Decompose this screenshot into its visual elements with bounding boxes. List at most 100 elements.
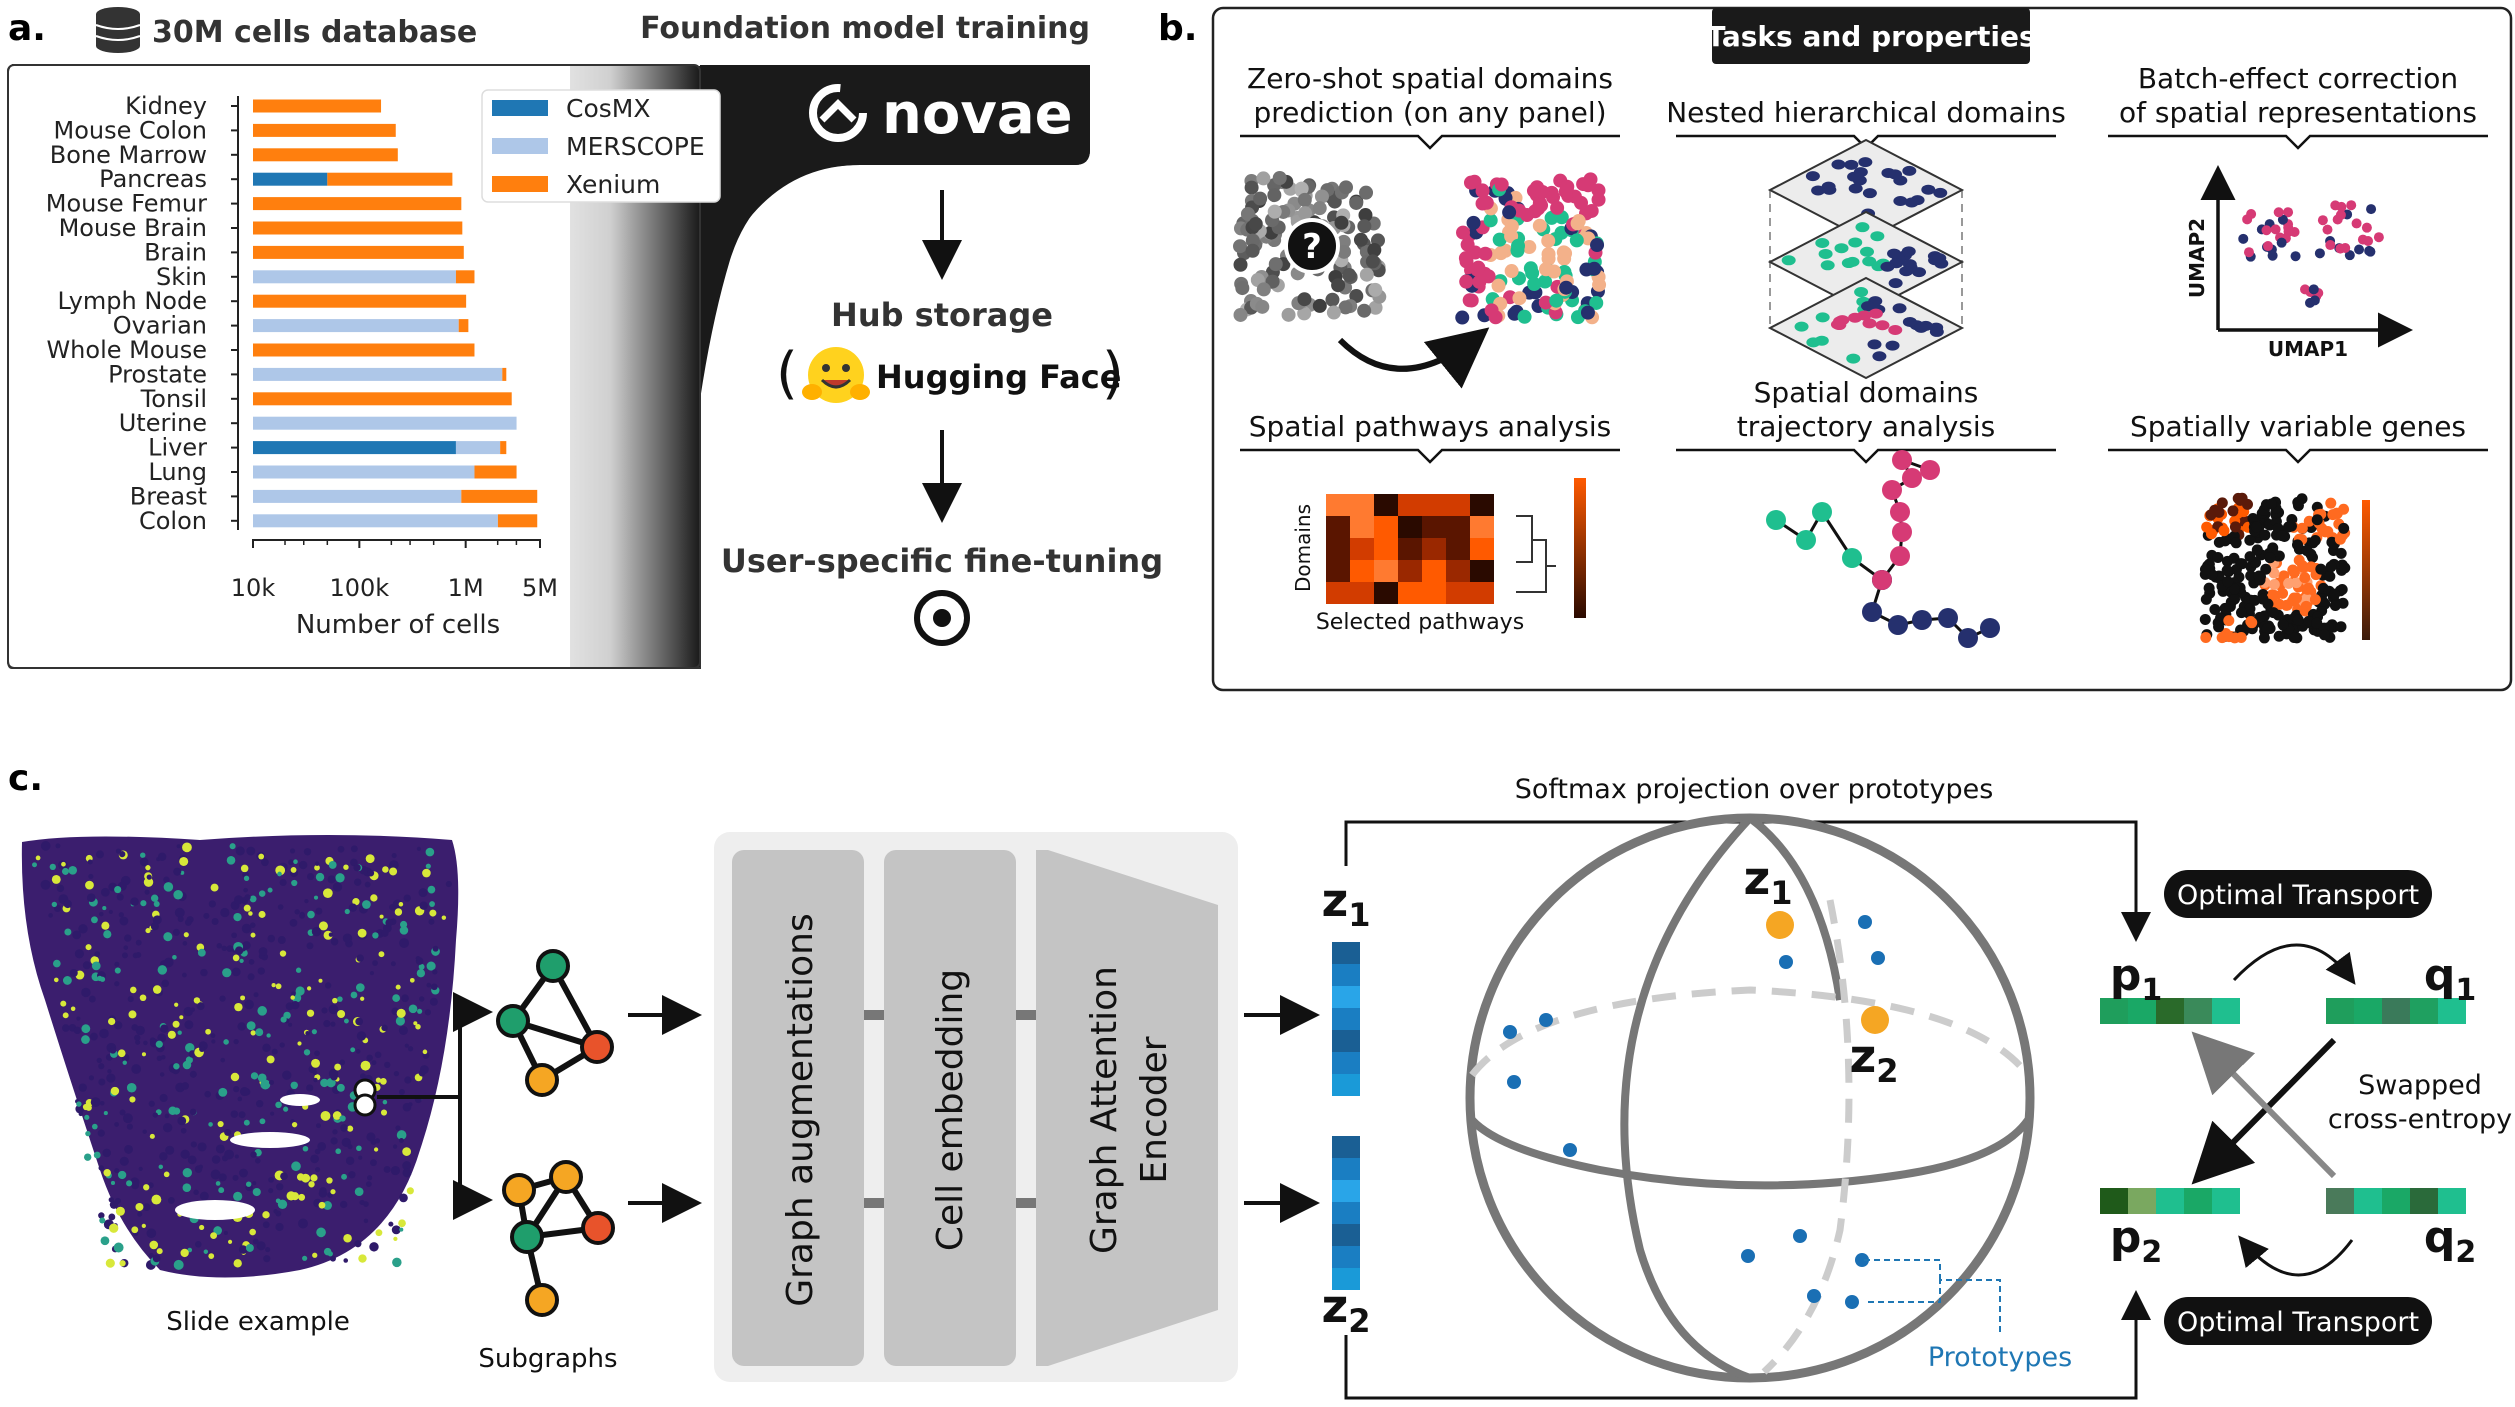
category-label: Mouse Colon	[53, 116, 207, 144]
slide-texture-dot	[197, 948, 206, 957]
slide-texture-dot	[291, 1161, 301, 1172]
slide-texture-dot	[350, 858, 358, 867]
slide-texture-dot	[315, 1167, 321, 1173]
gene-cell	[2283, 577, 2295, 589]
layer-cell	[1888, 278, 1903, 289]
slide-texture-dot	[295, 967, 302, 973]
slide-texture-dot	[343, 1258, 349, 1263]
p1-vector-cell	[2128, 998, 2156, 1024]
slide-texture-dot	[118, 912, 124, 918]
slide-texture-dot	[134, 1034, 141, 1041]
gene-cell	[2244, 603, 2256, 615]
slide-texture-dot	[418, 888, 428, 898]
umap-point	[2304, 297, 2315, 308]
slide-texture-dot	[155, 1040, 163, 1048]
category-label: Brain	[144, 238, 207, 266]
trajectory-node	[1892, 450, 1912, 470]
p1-vector-cell	[2156, 998, 2184, 1024]
slide-texture-dot	[86, 893, 96, 903]
slide-texture-dot	[398, 1219, 406, 1228]
slide-texture-dot	[113, 1242, 124, 1253]
heatmap-cell	[1422, 560, 1446, 582]
slide-texture-dot	[223, 1230, 228, 1235]
slide-texture-dot	[267, 887, 273, 893]
slide-texture-dot	[335, 1148, 342, 1155]
gene-cell	[2311, 617, 2323, 629]
slide-texture-dot	[204, 1090, 212, 1098]
colored-cell	[1532, 218, 1547, 233]
layer-cell	[1929, 326, 1944, 337]
slide-texture-dot	[418, 963, 425, 970]
slide-texture-dot	[372, 960, 378, 966]
z2-vector-cell	[1332, 1224, 1360, 1246]
softmax-title: Softmax projection over prototypes	[1515, 774, 1994, 805]
slide-texture-dot	[119, 1156, 129, 1166]
slide-texture-dot	[348, 1171, 356, 1179]
heatmap-cell	[1446, 494, 1470, 516]
slide-texture-dot	[277, 871, 282, 877]
colored-cell	[1591, 192, 1606, 207]
slide-texture-dot	[252, 1238, 259, 1245]
slide-texture-dot	[217, 1120, 224, 1128]
slide-texture-dot	[257, 1006, 267, 1016]
colored-cell	[1559, 280, 1574, 295]
heatmap-cell	[1398, 582, 1422, 604]
slide-texture-dot	[358, 1155, 363, 1160]
slide-texture-dot	[51, 901, 58, 908]
grey-cell	[1368, 282, 1383, 297]
slide-texture-dot	[135, 1202, 144, 1211]
slide-texture-dot	[426, 982, 432, 988]
umap-point	[2243, 247, 2254, 258]
heatmap-cell	[1422, 494, 1446, 516]
slide-texture-dot	[109, 1047, 117, 1054]
slide-texture-dot	[196, 1002, 205, 1011]
swapped-line2: cross-entropy	[2328, 1104, 2512, 1135]
panel-c-label: c.	[8, 758, 43, 799]
grey-cell	[1233, 239, 1248, 254]
panel-b-label: b.	[1158, 8, 1197, 49]
gene-cell	[2290, 592, 2302, 604]
colored-cell	[1580, 305, 1595, 320]
slide-texture-dot	[353, 864, 361, 872]
pathway-heatmap-illustration: Domains Selected pathways	[1291, 478, 1586, 635]
slide-texture-dot	[40, 879, 51, 890]
colored-cell	[1484, 303, 1499, 318]
slide-texture-dot	[253, 992, 259, 998]
slide-texture-dot	[366, 1132, 376, 1142]
swapped-line1: Swapped	[2358, 1070, 2482, 1101]
slide-texture-dot	[215, 1144, 225, 1154]
slide-texture-dot	[114, 981, 120, 987]
slide-texture-dot	[441, 915, 447, 920]
umap-point	[2277, 214, 2288, 225]
subgraph-1	[496, 949, 614, 1097]
category-label: Pancreas	[99, 165, 207, 193]
trajectory-node	[1882, 480, 1902, 500]
trajectory-node	[1920, 460, 1940, 480]
slide-texture-dot	[283, 1106, 289, 1112]
slide-texture-dot	[224, 1128, 232, 1136]
trajectory-node	[1958, 628, 1978, 648]
slide-texture-dot	[76, 1101, 82, 1107]
prototype-point	[1507, 1075, 1521, 1089]
task-title-line2: prediction (on any panel)	[1253, 96, 1606, 129]
q1-label: q1	[2424, 950, 2476, 1008]
slide-texture-dot	[124, 1144, 133, 1154]
slide-texture-dot	[240, 864, 249, 873]
slide-texture-dot	[290, 1081, 298, 1090]
grey-cell	[1245, 243, 1260, 258]
slide-texture-dot	[233, 895, 244, 905]
slide-texture-dot	[73, 1026, 82, 1035]
slide-texture-dot	[291, 1122, 298, 1128]
gene-cell	[2268, 578, 2280, 590]
category-label: Prostate	[108, 360, 207, 388]
q2-vector-cell	[2382, 1188, 2410, 1214]
slide-texture-dot	[95, 850, 104, 859]
slide-texture-dot	[69, 968, 78, 978]
slide-texture-dot	[367, 869, 375, 877]
variable-genes-illustration	[2199, 492, 2370, 644]
slide-texture-dot	[51, 875, 61, 884]
slide-texture-dot	[375, 1229, 383, 1237]
slide-texture-dot	[307, 910, 315, 919]
colored-cell	[1494, 177, 1509, 192]
slide-texture-dot	[291, 879, 298, 887]
